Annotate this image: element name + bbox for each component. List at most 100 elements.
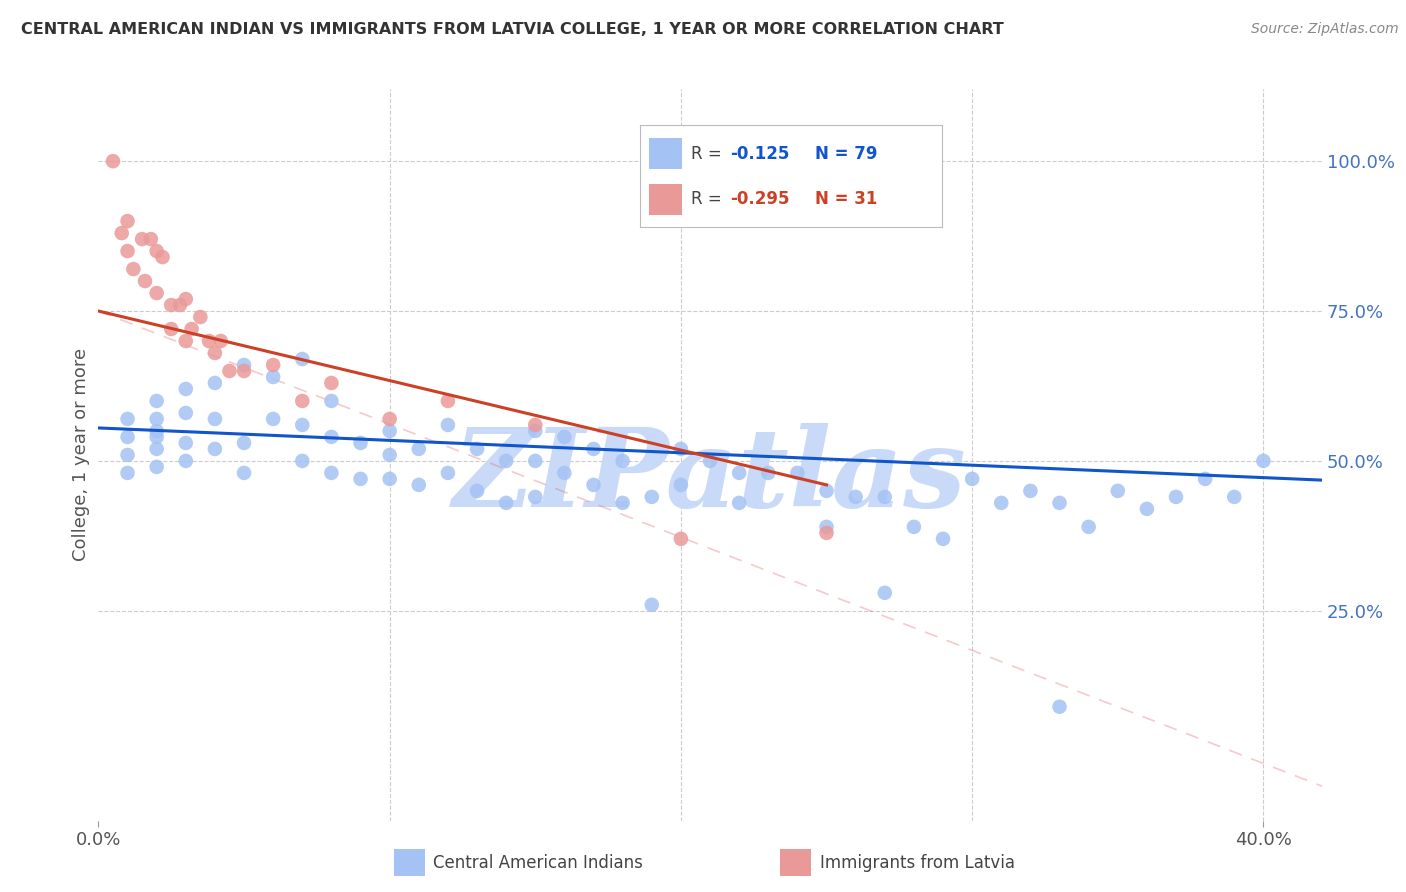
Point: [145, 459, 167, 474]
Point: [291, 351, 314, 366]
Point: [612, 496, 634, 510]
Point: [1077, 520, 1099, 534]
Point: [553, 430, 575, 444]
Text: Central American Indians: Central American Indians: [433, 854, 643, 871]
Text: R =: R =: [692, 190, 727, 208]
Point: [378, 424, 401, 438]
Point: [233, 436, 256, 450]
Text: CENTRAL AMERICAN INDIAN VS IMMIGRANTS FROM LATVIA COLLEGE, 1 YEAR OR MORE CORREL: CENTRAL AMERICAN INDIAN VS IMMIGRANTS FR…: [21, 22, 1004, 37]
Point: [111, 226, 134, 240]
Point: [641, 598, 664, 612]
Point: [160, 298, 183, 312]
Point: [1194, 472, 1216, 486]
Point: [1019, 483, 1042, 498]
Point: [321, 394, 343, 409]
Point: [1164, 490, 1187, 504]
Point: [669, 478, 692, 492]
Point: [117, 214, 139, 228]
Point: [699, 454, 721, 468]
Text: Source: ZipAtlas.com: Source: ZipAtlas.com: [1251, 22, 1399, 37]
Text: -0.295: -0.295: [731, 190, 790, 208]
Point: [1136, 501, 1159, 516]
Point: [378, 472, 401, 486]
Point: [117, 430, 139, 444]
Point: [641, 490, 664, 504]
Point: [218, 364, 240, 378]
Point: [145, 424, 167, 438]
Point: [378, 412, 401, 426]
Point: [524, 490, 547, 504]
Point: [291, 417, 314, 432]
Point: [145, 394, 167, 409]
Point: [1049, 699, 1071, 714]
Point: [378, 448, 401, 462]
Point: [174, 292, 197, 306]
Point: [669, 532, 692, 546]
Point: [903, 520, 925, 534]
Point: [1223, 490, 1246, 504]
Point: [117, 448, 139, 462]
Point: [349, 436, 371, 450]
FancyBboxPatch shape: [648, 138, 682, 169]
Point: [582, 478, 605, 492]
Point: [233, 364, 256, 378]
Point: [408, 442, 430, 456]
Point: [1107, 483, 1129, 498]
Point: [553, 466, 575, 480]
Point: [1253, 454, 1275, 468]
Point: [612, 454, 634, 468]
Point: [990, 496, 1012, 510]
Text: N = 79: N = 79: [815, 145, 877, 162]
Point: [122, 262, 145, 277]
Point: [145, 244, 167, 258]
Text: Immigrants from Latvia: Immigrants from Latvia: [820, 854, 1015, 871]
Point: [786, 466, 808, 480]
Point: [495, 496, 517, 510]
Point: [437, 417, 460, 432]
Point: [180, 322, 202, 336]
Point: [204, 442, 226, 456]
Point: [117, 412, 139, 426]
Point: [160, 322, 183, 336]
Point: [262, 370, 284, 384]
Point: [815, 520, 838, 534]
Point: [262, 358, 284, 372]
Point: [262, 412, 284, 426]
Point: [873, 490, 896, 504]
Point: [815, 525, 838, 540]
Point: [174, 382, 197, 396]
Point: [209, 334, 232, 348]
Point: [524, 454, 547, 468]
Point: [131, 232, 153, 246]
Y-axis label: College, 1 year or more: College, 1 year or more: [72, 349, 90, 561]
Point: [117, 466, 139, 480]
Point: [845, 490, 868, 504]
Text: ZIPatlas: ZIPatlas: [453, 423, 967, 531]
Point: [728, 496, 751, 510]
Point: [188, 310, 212, 324]
Point: [101, 154, 124, 169]
Point: [233, 466, 256, 480]
Point: [169, 298, 191, 312]
Point: [815, 483, 838, 498]
Point: [198, 334, 221, 348]
Point: [524, 417, 547, 432]
Point: [204, 346, 226, 360]
Point: [174, 334, 197, 348]
Point: [524, 424, 547, 438]
FancyBboxPatch shape: [648, 185, 682, 215]
Point: [204, 376, 226, 390]
Point: [174, 454, 197, 468]
Point: [174, 406, 197, 420]
Point: [437, 466, 460, 480]
Point: [728, 466, 751, 480]
Point: [204, 412, 226, 426]
Point: [495, 454, 517, 468]
Point: [465, 483, 488, 498]
Point: [465, 442, 488, 456]
Point: [960, 472, 983, 486]
Point: [582, 442, 605, 456]
Point: [134, 274, 156, 288]
Text: -0.125: -0.125: [731, 145, 790, 162]
Point: [321, 466, 343, 480]
